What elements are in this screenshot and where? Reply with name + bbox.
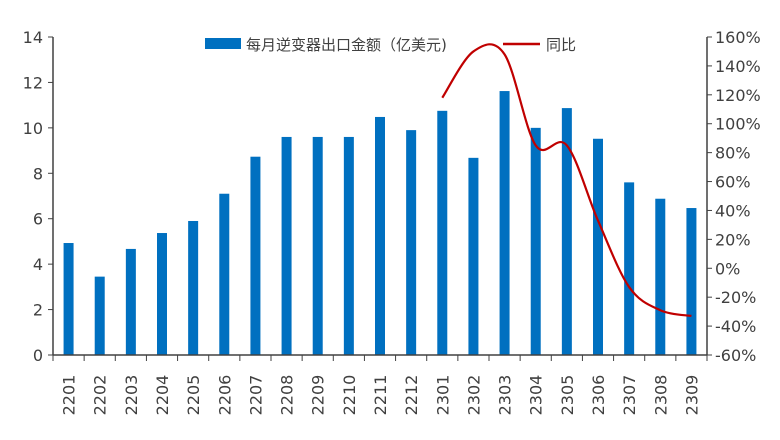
left-tick-label: 8 (33, 164, 43, 183)
x-tick-label-2209: 2209 (309, 375, 328, 416)
right-tick-label: -20% (715, 288, 756, 307)
bar-2206 (219, 193, 230, 355)
x-tick-label-2309: 2309 (682, 375, 701, 416)
x-tick-label-2308: 2308 (651, 375, 670, 416)
legend-line-label: 同比 (546, 36, 576, 54)
right-tick-label: 80% (715, 144, 751, 163)
x-tick-label-2204: 2204 (153, 375, 172, 416)
bar-2305 (561, 108, 572, 356)
right-tick-label: 60% (715, 173, 751, 192)
bar-2203 (125, 248, 136, 355)
legend-bar-label: 每月逆变器出口金额（亿美元) (246, 36, 447, 54)
x-tick-label-2305: 2305 (558, 375, 577, 416)
x-tick-label-2206: 2206 (215, 375, 234, 416)
right-tick-label: 40% (715, 201, 751, 220)
x-tick-label-2212: 2212 (402, 375, 421, 416)
x-tick-label-2302: 2302 (464, 375, 483, 416)
x-tick-label-2203: 2203 (122, 375, 141, 416)
bar-2308 (655, 198, 666, 355)
right-tick-label: 120% (715, 86, 761, 105)
left-tick-label: 2 (33, 301, 43, 320)
right-tick-label: -40% (715, 317, 756, 336)
yoy-line (441, 43, 692, 318)
x-tick-label-2306: 2306 (589, 375, 608, 416)
x-tick-label-2207: 2207 (246, 375, 265, 416)
left-tick-label: 10 (23, 119, 43, 138)
right-tick-label: 160% (715, 28, 761, 47)
x-tick-label-2304: 2304 (527, 375, 546, 416)
bar-2301 (437, 110, 448, 355)
legend-bar-swatch (205, 38, 241, 49)
right-tick-label: 0% (715, 259, 740, 278)
x-tick-label-2307: 2307 (620, 375, 639, 416)
left-tick-label: 12 (23, 73, 43, 92)
x-tick-label-2301: 2301 (433, 375, 452, 416)
right-tick-label: 140% (715, 57, 761, 76)
bar-2205 (188, 220, 199, 355)
bar-2211 (375, 116, 385, 355)
right-tick-label: 20% (715, 230, 751, 249)
left-tick-label: 6 (33, 210, 43, 229)
bar-2201 (63, 243, 74, 355)
bar-2209 (312, 136, 323, 355)
x-tick-label-2201: 2201 (60, 375, 79, 416)
bar-2307 (624, 182, 635, 355)
right-tick-label: 100% (715, 115, 761, 134)
x-tick-label-2202: 2202 (91, 375, 110, 416)
x-tick-label-2210: 2210 (340, 375, 359, 416)
left-tick-label: 14 (23, 28, 43, 47)
x-tick-label-2205: 2205 (184, 375, 203, 416)
bar-2202 (94, 276, 105, 355)
bar-2208 (281, 136, 292, 355)
bar-2304 (530, 127, 541, 355)
bar-2212 (406, 130, 417, 355)
bar-2306 (593, 138, 603, 355)
x-tick-label-2208: 2208 (278, 375, 297, 416)
bar-2309 (686, 208, 697, 355)
right-tick-label: -60% (715, 346, 756, 365)
bar-2204 (157, 233, 167, 355)
bar-2207 (250, 156, 261, 355)
bar-2210 (343, 136, 354, 355)
x-tick-label-2211: 2211 (371, 375, 390, 416)
left-tick-label: 4 (33, 255, 43, 274)
x-tick-label-2303: 2303 (496, 375, 515, 416)
legend: 每月逆变器出口金额（亿美元) 同比 (205, 36, 576, 54)
bar-2303 (499, 91, 510, 355)
left-tick-label: 0 (33, 346, 43, 365)
bar-2302 (468, 157, 479, 355)
